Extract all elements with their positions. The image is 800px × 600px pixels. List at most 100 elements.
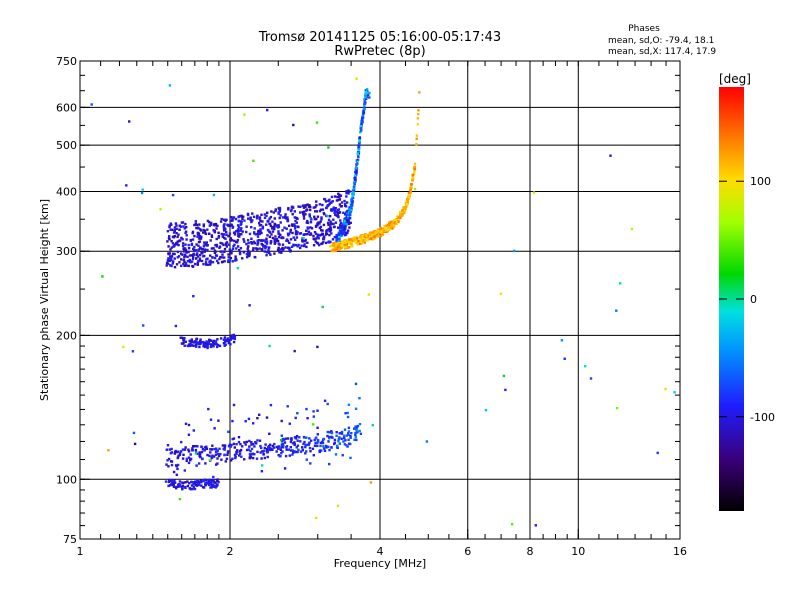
data-point	[234, 455, 237, 458]
data-point	[187, 250, 190, 254]
data-point	[362, 109, 365, 113]
data-point	[175, 487, 178, 490]
data-point	[335, 446, 339, 449]
data-point	[243, 441, 246, 444]
data-point	[223, 223, 226, 226]
data-point	[584, 365, 587, 368]
data-point	[307, 230, 311, 233]
data-point	[181, 253, 184, 256]
data-point	[391, 227, 394, 230]
data-point	[275, 450, 278, 453]
data-point	[212, 485, 215, 488]
data-point	[168, 84, 172, 87]
data-point	[353, 438, 356, 441]
data-point	[206, 341, 209, 345]
data-point	[248, 251, 251, 255]
data-point	[289, 449, 293, 452]
data-point	[323, 449, 327, 452]
data-point	[309, 462, 312, 465]
data-point	[232, 333, 235, 337]
data-point	[266, 211, 269, 214]
data-point	[305, 245, 308, 249]
data-point	[185, 264, 188, 267]
data-point	[213, 230, 217, 233]
data-point	[233, 231, 237, 234]
data-point	[332, 222, 335, 226]
data-point	[304, 238, 307, 242]
data-point	[122, 345, 125, 349]
data-point	[192, 445, 195, 448]
data-point	[183, 448, 187, 451]
data-point	[196, 482, 200, 485]
data-point	[187, 247, 191, 250]
data-point	[165, 463, 168, 466]
data-point	[354, 241, 358, 244]
data-point	[357, 239, 360, 243]
data-point	[294, 225, 297, 228]
data-point	[222, 225, 225, 228]
data-point	[142, 324, 145, 327]
data-point	[191, 257, 195, 261]
data-point	[176, 240, 179, 243]
data-point	[352, 236, 356, 239]
data-point	[365, 237, 368, 240]
data-point	[263, 239, 266, 242]
data-point	[220, 458, 223, 461]
x-tick-label: 16	[673, 545, 687, 558]
data-point	[230, 335, 233, 338]
data-point	[316, 441, 319, 445]
data-point	[189, 260, 192, 263]
data-point	[173, 235, 176, 238]
data-point	[283, 438, 286, 442]
data-point	[187, 433, 191, 436]
data-point	[206, 346, 209, 350]
data-point	[291, 453, 294, 456]
data-point	[268, 448, 271, 451]
data-point	[216, 479, 219, 483]
data-point	[198, 237, 202, 240]
data-point	[178, 224, 181, 227]
data-point	[180, 440, 183, 444]
data-point	[212, 193, 216, 197]
data-point	[371, 232, 374, 235]
data-point	[322, 437, 326, 441]
data-point	[197, 260, 200, 263]
data-point	[198, 342, 201, 346]
data-point	[265, 254, 268, 257]
data-point	[185, 226, 188, 229]
data-point	[291, 213, 294, 216]
data-point	[216, 462, 219, 465]
data-point	[223, 218, 226, 221]
data-point	[402, 206, 405, 209]
data-point	[346, 231, 349, 235]
data-point	[234, 456, 237, 460]
data-point	[250, 241, 253, 244]
chart-title: Tromsø 20141125 05:16:00-05:17:43	[258, 30, 501, 45]
data-point	[183, 253, 187, 256]
data-point	[194, 222, 197, 226]
data-point	[187, 448, 190, 451]
data-point	[410, 183, 413, 186]
data-point	[196, 263, 199, 266]
data-point	[266, 251, 269, 254]
data-point	[277, 246, 280, 250]
data-point	[200, 450, 204, 454]
data-point	[197, 483, 201, 487]
data-point	[276, 239, 280, 243]
data-point	[195, 253, 198, 257]
data-point	[182, 336, 185, 340]
y-tick-label: 600	[56, 101, 77, 114]
data-point	[189, 453, 192, 456]
data-point	[341, 232, 345, 235]
data-point	[308, 213, 311, 216]
data-point	[317, 237, 320, 240]
data-point	[356, 162, 359, 165]
data-point	[329, 227, 332, 230]
data-point	[200, 481, 203, 484]
data-point	[274, 223, 277, 226]
data-point	[187, 344, 190, 348]
data-point	[226, 451, 230, 454]
data-point	[302, 214, 306, 218]
data-point	[274, 235, 277, 238]
data-point	[190, 480, 193, 484]
